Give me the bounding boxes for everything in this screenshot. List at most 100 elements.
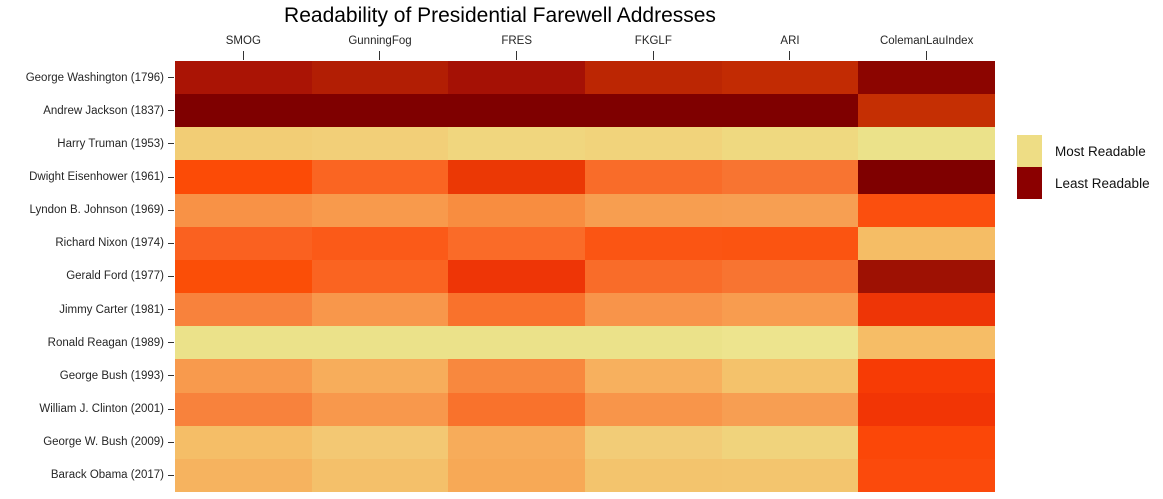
row-label: William J. Clinton (2001): [0, 393, 175, 426]
row-label-text: Gerald Ford (1977): [66, 270, 164, 283]
heatmap-cell: [721, 94, 859, 128]
row-label-text: Ronald Reagan (1989): [47, 336, 164, 349]
heatmap-cell: [448, 458, 585, 492]
heatmap-cell: [585, 193, 722, 227]
row-label-text: George Washington (1796): [25, 71, 164, 84]
heatmap-cell: [311, 226, 449, 260]
heatmap-cell: [175, 293, 312, 327]
heatmap-cell: [721, 193, 859, 227]
x-tick-wrap: [448, 51, 585, 61]
y-axis-tick: [168, 242, 174, 244]
y-axis-tick: [168, 77, 174, 79]
y-axis-tick: [168, 474, 174, 476]
heatmap-cell: [858, 425, 995, 459]
heatmap-cell: [721, 127, 859, 161]
x-axis-tick: [242, 51, 244, 60]
heatmap-cell: [721, 392, 859, 426]
x-tick-wrap: [858, 51, 995, 61]
heatmap-cell: [175, 326, 312, 360]
row-label: Jimmy Carter (1981): [0, 293, 175, 326]
heatmap-cell: [585, 160, 722, 194]
heatmap-cell: [858, 359, 995, 393]
legend: Most Readable Least Readable: [1017, 135, 1150, 199]
column-header: FRES: [501, 35, 532, 47]
legend-item: Most Readable: [1017, 135, 1150, 167]
y-axis-tick: [168, 342, 174, 344]
heatmap-cell: [721, 458, 859, 492]
heatmap-cell: [311, 392, 449, 426]
row-label: Gerald Ford (1977): [0, 260, 175, 293]
heatmap-cell: [175, 425, 312, 459]
legend-label: Most Readable: [1055, 143, 1146, 159]
heatmap-cell: [175, 458, 312, 492]
heatmap-cell: [721, 359, 859, 393]
heatmap-cell: [448, 392, 585, 426]
column-header: ColemanLauIndex: [879, 35, 974, 47]
heatmap-cell: [311, 425, 449, 459]
heatmap-cell: [311, 94, 449, 128]
legend-item: Least Readable: [1017, 167, 1150, 199]
y-axis-tick: [168, 110, 174, 112]
heatmap-cell: [585, 127, 722, 161]
heatmap-cell: [175, 160, 312, 194]
x-axis-tick: [652, 51, 654, 60]
heatmap-cell: [585, 94, 722, 128]
heatmap-cell: [311, 359, 449, 393]
y-axis-row-labels: George Washington (1796) Andrew Jackson (…: [0, 61, 175, 492]
heatmap-cell: [448, 359, 585, 393]
heatmap-cell: [585, 425, 722, 459]
heatmap-cell: [311, 326, 449, 360]
heatmap-grid: [175, 61, 995, 492]
heatmap-cell: [858, 326, 995, 360]
row-label: George Bush (1993): [0, 359, 175, 392]
heatmap-cell: [175, 94, 312, 128]
x-tick-wrap: [722, 51, 859, 61]
heatmap-cell: [721, 259, 859, 294]
y-axis-tick: [168, 441, 174, 443]
column-header: FKGLF: [634, 35, 672, 47]
heatmap-cell: [858, 392, 995, 426]
heatmap-cell: [311, 160, 449, 194]
heatmap-cell: [721, 425, 859, 459]
heatmap-cell: [448, 61, 585, 95]
heatmap-cell: [585, 226, 722, 260]
row-label: George W. Bush (2009): [0, 426, 175, 459]
x-axis-tick: [379, 51, 381, 60]
heatmap-cell: [311, 458, 449, 492]
y-axis-tick: [168, 309, 174, 311]
heatmap-cell: [448, 259, 585, 294]
row-label-text: William J. Clinton (2001): [39, 403, 164, 416]
column-header: SMOG: [225, 35, 261, 47]
heatmap-cell: [585, 293, 722, 327]
row-label: Dwight Eisenhower (1961): [0, 160, 175, 193]
heatmap-cell: [448, 326, 585, 360]
y-axis-tick: [168, 408, 174, 410]
column-header: ARI: [780, 35, 800, 47]
heatmap-cell: [585, 359, 722, 393]
x-tick-wrap: [175, 51, 312, 61]
heatmap-cell: [448, 425, 585, 459]
legend-swatch: [1017, 135, 1042, 167]
x-axis-tick: [789, 51, 791, 60]
heatmap-cell: [311, 127, 449, 161]
heatmap-cell: [858, 61, 995, 95]
heatmap-cell: [448, 127, 585, 161]
x-axis-tick: [516, 51, 518, 60]
heatmap-cell: [448, 193, 585, 227]
heatmap-cell: [858, 94, 995, 128]
row-label-text: Barack Obama (2017): [50, 469, 164, 482]
row-label-text: Dwight Eisenhower (1961): [29, 171, 164, 184]
heatmap-cell: [858, 193, 995, 227]
heatmap-cell: [858, 458, 995, 492]
row-label: Richard Nixon (1974): [0, 227, 175, 260]
heatmap-cell: [175, 226, 312, 260]
heatmap-cell: [721, 326, 859, 360]
x-axis-tick: [926, 51, 928, 60]
heatmap-cell: [721, 293, 859, 327]
heatmap-cell: [448, 160, 585, 194]
row-label-text: Harry Truman (1953): [57, 137, 164, 150]
y-axis-tick: [168, 209, 174, 211]
heatmap-cell: [311, 259, 449, 294]
row-label: Lyndon B. Johnson (1969): [0, 194, 175, 227]
